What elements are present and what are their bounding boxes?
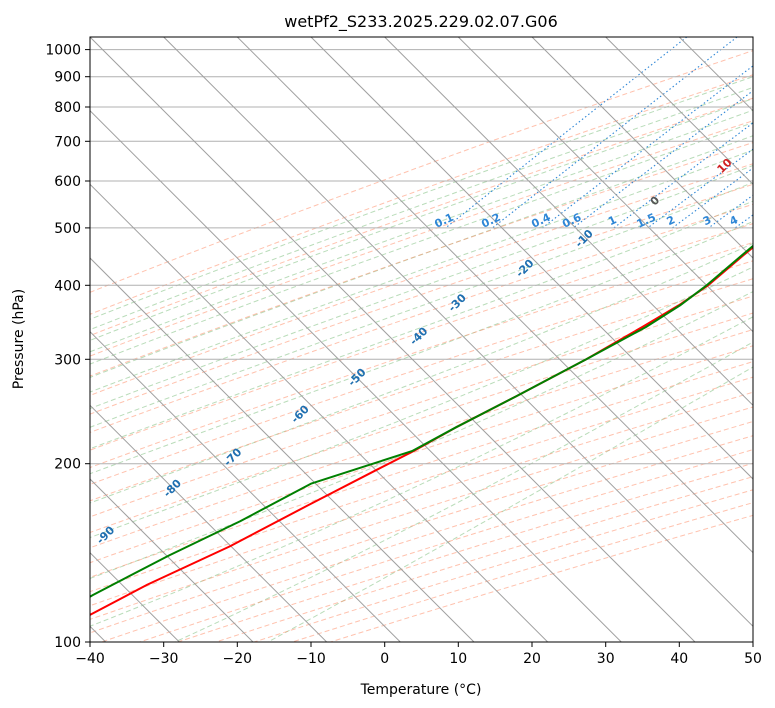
temperature-profile-line xyxy=(90,246,753,617)
isobar-gridlines xyxy=(90,49,753,642)
dry-adiabat-line xyxy=(90,391,753,607)
x-axis-label: Temperature (°C) xyxy=(360,682,482,698)
x-tick-label: 20 xyxy=(523,651,541,667)
x-tick-label: −30 xyxy=(149,651,179,667)
y-tick-label: 800 xyxy=(54,100,81,116)
isotherm-line xyxy=(236,37,753,554)
mixing-ratio-line xyxy=(542,65,753,229)
x-tick-label: 50 xyxy=(744,651,762,667)
isotherm-line xyxy=(531,37,753,259)
dry-adiabat-line xyxy=(90,241,753,469)
y-tick-label: 400 xyxy=(54,278,81,294)
x-tick-label: 0 xyxy=(380,651,389,667)
dry-adiabat-line xyxy=(90,97,753,337)
moist-adiabat-line xyxy=(90,200,753,450)
dry-adiabat-label: -70 xyxy=(221,445,244,468)
y-tick-label: 300 xyxy=(54,352,81,368)
dry-adiabat-line xyxy=(90,361,753,578)
dry-adiabat-line xyxy=(330,514,753,642)
x-tick-label: −10 xyxy=(296,651,326,667)
y-tick-label: 1000 xyxy=(45,43,81,59)
dry-adiabats xyxy=(90,50,753,642)
dry-adiabat-label: -90 xyxy=(94,523,117,546)
dry-adiabat-label: -30 xyxy=(446,291,469,314)
x-tick-label: −20 xyxy=(223,651,253,667)
isotherm-line xyxy=(90,257,475,642)
x-tick-label: 30 xyxy=(597,651,615,667)
isotherm-line xyxy=(752,37,753,38)
mixing-ratio-label: 4 xyxy=(728,213,741,228)
isotherm-line xyxy=(90,183,549,642)
dry-adiabat-line xyxy=(90,345,753,564)
moist-adiabat-line xyxy=(90,242,753,504)
isotherm-line xyxy=(678,37,753,112)
dry-adiabat-label: -40 xyxy=(407,324,430,347)
dry-adiabat-line xyxy=(90,163,753,396)
mixing-ratio-line xyxy=(734,214,753,229)
y-tick-label: 500 xyxy=(54,221,81,237)
dry-adiabat-line xyxy=(177,462,753,642)
dry-adiabat-label: -100 xyxy=(18,585,47,614)
isotherm-line xyxy=(384,37,753,407)
plot-frame xyxy=(89,36,754,643)
isotherm-line xyxy=(90,478,254,642)
mixing-ratio-line xyxy=(572,90,753,229)
y-tick-label: 200 xyxy=(54,457,81,473)
mixing-ratio-lines xyxy=(445,37,753,229)
dry-adiabat-line xyxy=(90,312,753,534)
isotherm-line xyxy=(90,330,401,642)
plot-area: -100-90-80-70-60-50-40-30-20-10010203040… xyxy=(18,37,775,642)
dry-adiabat-line xyxy=(90,50,753,293)
moist-adiabat-line xyxy=(90,76,753,320)
isotherm-line xyxy=(310,37,753,480)
moist-adiabat-line xyxy=(90,266,753,539)
isotherm-line xyxy=(90,404,328,642)
y-tick-label: 100 xyxy=(54,635,81,651)
dewpoint-profile-line xyxy=(90,244,753,598)
moist-adiabat-line xyxy=(90,149,753,393)
moist-adiabat-line xyxy=(90,181,753,428)
x-tick-label: 10 xyxy=(449,651,467,667)
x-tick-label: 40 xyxy=(670,651,688,667)
dry-adiabat-line xyxy=(90,223,753,451)
moist-adiabat-line xyxy=(90,164,753,410)
mixing-ratio-label: 2 xyxy=(665,213,677,228)
y-axis-ticks: 100 200 300 400 500 600 700 800 900 1000 xyxy=(45,43,90,651)
moist-adiabats xyxy=(90,76,753,642)
dry-adiabat-line xyxy=(90,329,753,549)
isotherm-line xyxy=(90,109,622,642)
dry-adiabat-line xyxy=(90,278,753,502)
isotherm-line xyxy=(605,37,753,186)
y-tick-label: 700 xyxy=(54,134,81,150)
dry-adiabat-line xyxy=(90,376,753,593)
mixing-ratio-label: 6 xyxy=(766,213,775,228)
y-axis-label: Pressure (hPa) xyxy=(11,289,27,389)
mixing-ratio-line xyxy=(492,37,738,229)
sounding-series xyxy=(90,244,753,617)
moist-adiabat-line xyxy=(174,341,753,642)
mixing-ratio-label: 1 xyxy=(606,213,618,228)
isotherm-line xyxy=(90,37,696,642)
skewed-isotherms xyxy=(90,37,753,642)
dry-adiabat-line xyxy=(90,295,753,518)
x-tick-label: −40 xyxy=(75,651,105,667)
moist-adiabat-line xyxy=(90,98,753,341)
dry-adiabat-line xyxy=(101,435,753,642)
chart-title: wetPf2_S233.2025.229.02.07.G06 xyxy=(284,12,558,32)
isotherm-line xyxy=(457,37,753,333)
dry-adiabat-label: 10 xyxy=(715,156,735,176)
x-axis-ticks: −40 −30 −20 −10 0 10 20 30 40 50 xyxy=(75,642,762,667)
dry-adiabat-line xyxy=(90,142,753,377)
dry-adiabat-line xyxy=(90,260,753,485)
dry-adiabat-label: -10 xyxy=(573,227,596,250)
y-tick-label: 900 xyxy=(54,70,81,86)
isotherm-line xyxy=(163,37,753,628)
y-tick-label: 600 xyxy=(54,174,81,190)
moist-adiabat-line xyxy=(267,366,753,642)
dry-adiabat-line xyxy=(215,476,753,642)
mixing-ratio-line xyxy=(672,167,753,229)
dry-adiabat-label: -20 xyxy=(513,257,536,280)
moist-adiabat-line xyxy=(90,122,753,365)
